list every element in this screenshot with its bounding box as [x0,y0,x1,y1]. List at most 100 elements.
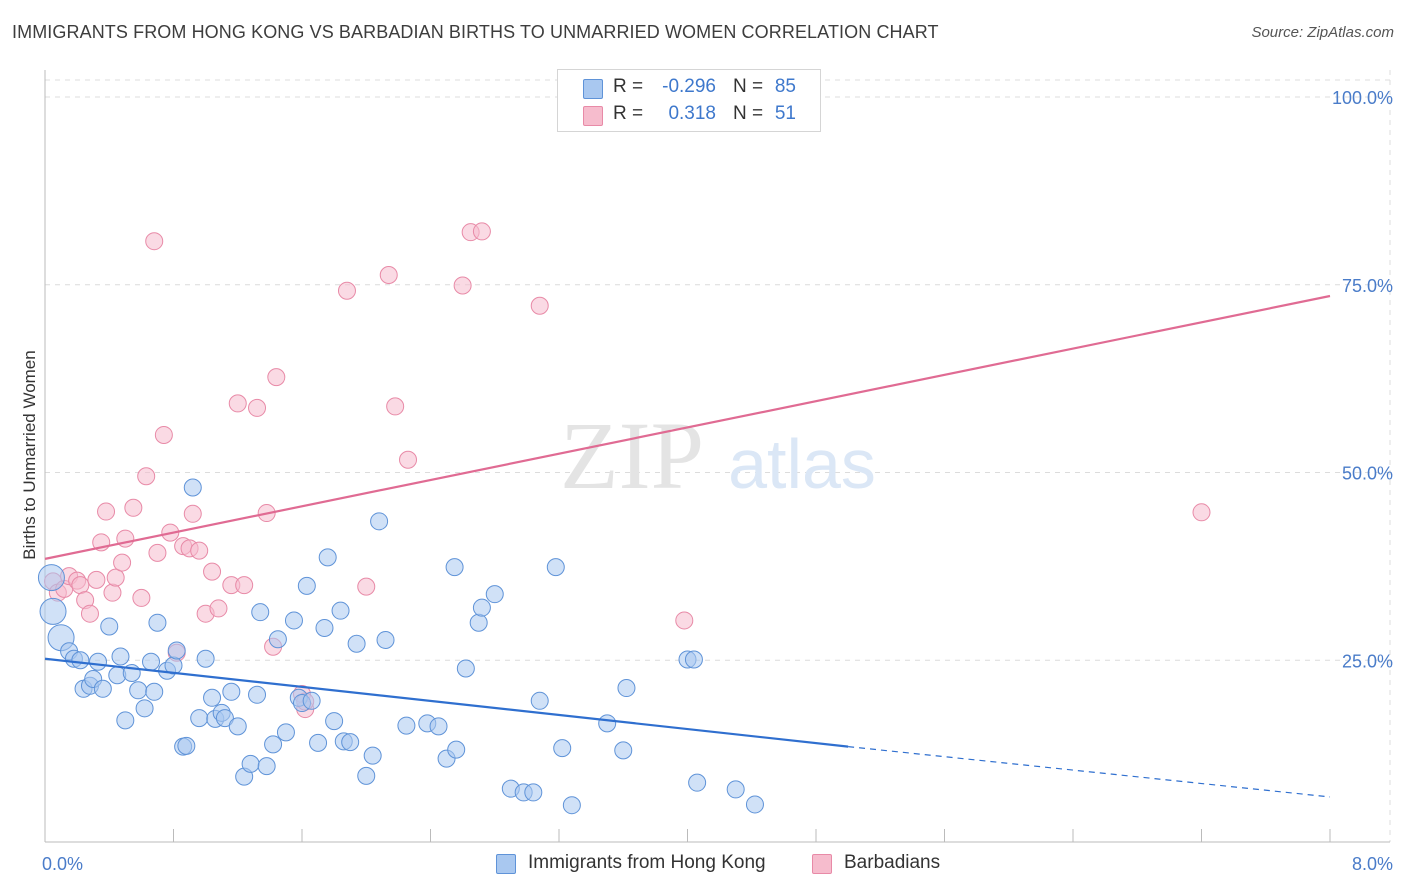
hong-kong-point [135,699,154,718]
hong-kong-point [363,746,382,765]
hong-kong-point [297,576,316,595]
barbadians-trend-line [44,294,1331,560]
y-axis-label: Births to Unmarried Women [20,350,39,559]
barbadians-point [113,553,132,572]
hong-kong-point [142,652,161,671]
hong-kong-point [429,717,448,736]
barbadians-point [145,232,164,251]
hong-kong-point [397,716,416,735]
barbadians-point [337,281,356,300]
hong-kong-point [257,757,276,776]
hong-kong-point [228,717,247,736]
hong-kong-point [726,780,745,799]
y-tick-label: 75.0% [1342,276,1393,296]
legend-r-value: 0.318 [668,103,716,124]
hong-kong-point [183,478,202,497]
hong-kong-point [331,601,350,620]
barbadians-point [183,504,202,523]
barbadians-point [190,541,209,560]
hong-kong-point [177,736,196,755]
y-tick-label: 100.0% [1332,88,1393,108]
hong-kong-point [93,679,112,698]
barbadians-point [248,398,267,417]
source-label: Source: ZipAtlas.com [1251,24,1394,41]
hong-kong-trend-extension [848,746,1331,798]
legend-row-hong-kong: R = -0.296 N = 85 [558,74,820,102]
barbadians-point [137,467,156,486]
axes [44,70,1390,843]
barbadians-point [103,583,122,602]
hong-kong-point [485,585,504,604]
bottom-legend-hong-kong: Immigrants from Hong Kong [496,852,786,876]
barbadians-point [379,265,398,284]
legend-n-label: N = [733,76,764,97]
barbadians-point [235,576,254,595]
watermark-atlas: atlas [728,425,876,503]
legend-n-value: 85 [774,76,796,97]
hong-kong-point [456,659,475,678]
hong-kong-point [347,634,366,653]
hong-kong-point [196,649,215,668]
barbadians-point [124,498,143,517]
hong-kong-point [546,558,565,577]
hong-kong-point [469,613,488,632]
hong-kong-point [530,691,549,710]
correlation-legend: R = -0.296 N = 85 R = 0.318 N = 51 [557,69,821,132]
barbadians-point [132,588,151,607]
x-tick-label: 0.0% [42,854,83,874]
hong-kong-point [684,650,703,669]
hong-kong-point [341,733,360,752]
hong-kong-point [309,733,328,752]
barbadians-point [203,562,222,581]
hong-kong-point [167,641,186,660]
barbadians-point [267,368,286,387]
chart-title: IMMIGRANTS FROM HONG KONG VS BARBADIAN B… [12,22,939,42]
barbadians-point [106,568,125,587]
hong-kong-point [284,611,303,630]
bottom-legend-swatch-pink [812,854,832,874]
hong-kong-point [325,712,344,731]
hong-kong-point [116,711,135,730]
legend-r-label: R = [613,76,644,97]
barbadians-point [97,502,116,521]
barbadians-point [386,397,405,416]
hong-kong-point [203,688,222,707]
hong-kong-point [447,740,466,759]
barbadians-point [357,577,376,596]
barbadians-point [675,611,694,630]
barbadians-point [1192,503,1211,522]
bottom-legend-barbadians: Barbadians [812,852,952,876]
hong-kong-point [100,617,119,636]
barbadians-point [228,394,247,413]
barbadians-point [453,276,472,295]
x-tick-label: 8.0% [1352,854,1393,874]
hong-kong-point [524,783,543,802]
barbadians-point [154,425,173,444]
hong-kong-point [357,766,376,785]
barbadians-point [87,570,106,589]
hong-kong-point [129,681,148,700]
hong-kong-point [37,564,65,592]
hong-kong-point [39,597,67,625]
hong-kong-point [376,630,395,649]
legend-r-value: -0.296 [662,76,716,97]
bottom-legend-label-hong-kong: Immigrants from Hong Kong [528,852,766,873]
legend-n-value: 51 [774,103,796,124]
hong-kong-point [248,685,267,704]
hong-kong-point [241,754,260,773]
trend-lines [44,294,1331,798]
hong-kong-point [190,709,209,728]
bottom-legend-label-barbadians: Barbadians [844,852,941,873]
barbadians-point [148,543,167,562]
barbadians-point [530,296,549,315]
legend-r-label: R = [613,103,644,124]
y-tick-label: 25.0% [1342,651,1393,671]
hong-kong-point [145,682,164,701]
hong-kong-point [562,796,581,815]
legend-swatch-blue [583,79,603,99]
hong-kong-point [315,618,334,637]
bottom-legend-swatch-blue [496,854,516,874]
y-tick-label: 50.0% [1342,464,1393,484]
legend-swatch-pink [583,106,603,126]
legend-row-barbadians: R = 0.318 N = 51 [558,101,820,129]
